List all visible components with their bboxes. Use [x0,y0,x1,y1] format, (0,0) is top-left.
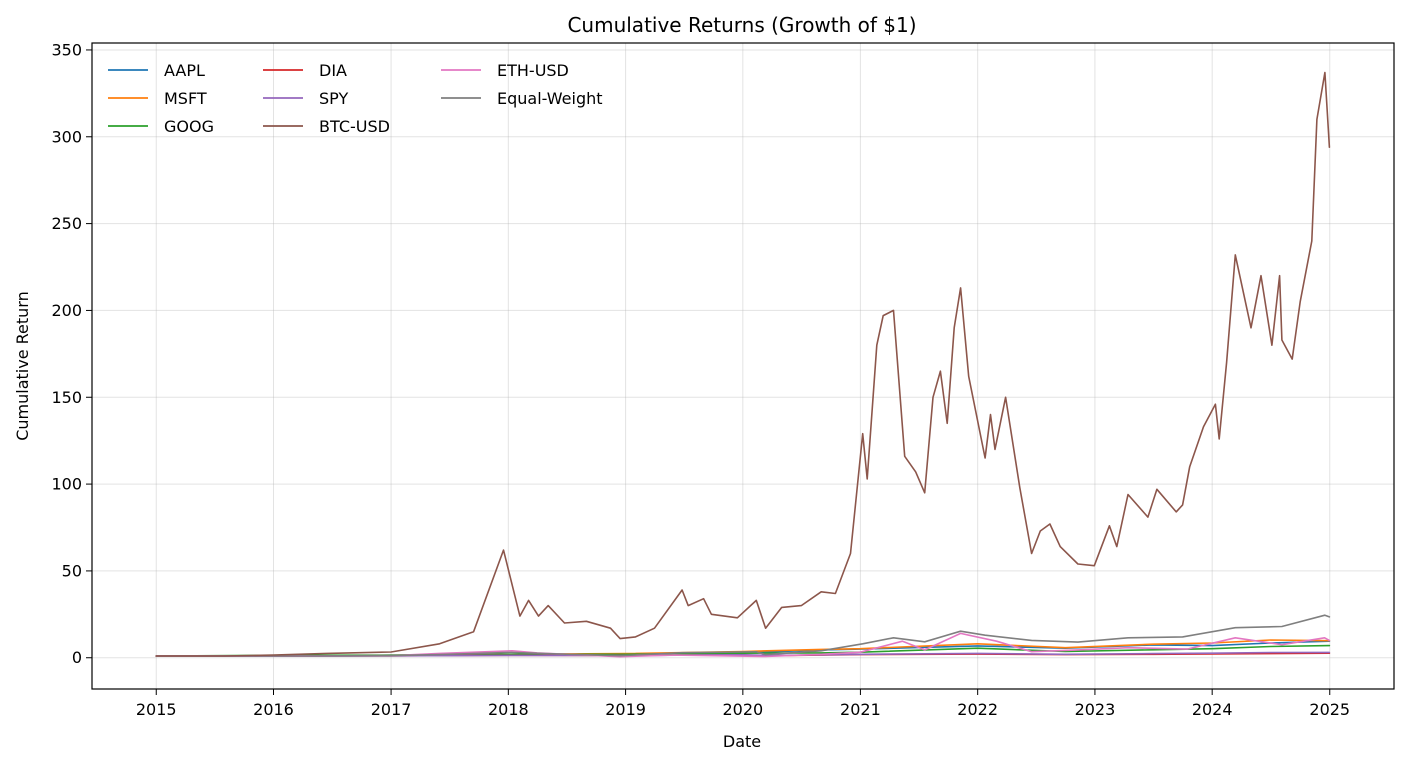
x-tick-label: 2018 [488,700,529,719]
legend: AAPL MSFT GOOG DIA SPY BTC-USD ETH-USD Equal-We… [108,61,603,136]
y-tick-label: 50 [62,561,82,580]
x-tick-label: 2024 [1192,700,1233,719]
y-tick-label: 200 [51,301,82,320]
x-axis: 2015 2016 2017 2018 2019 2020 2021 2022 2023 2024… [136,689,1350,719]
legend-label-goog: GOOG [164,117,214,136]
y-tick-label: 0 [72,648,82,667]
y-tick-label: 100 [51,475,82,494]
x-tick-label: 2019 [605,700,646,719]
x-tick-label: 2017 [371,700,412,719]
legend-label-msft: MSFT [164,89,207,108]
grid-layer [92,43,1394,689]
legend-label-aapl: AAPL [164,61,205,80]
y-tick-label: 150 [51,388,82,407]
x-axis-label: Date [723,732,761,751]
x-tick-label: 2015 [136,700,177,719]
y-axis-label: Cumulative Return [13,291,32,441]
series-line-equal-weight [155,614,1331,657]
y-tick-label: 250 [51,214,82,233]
x-tick-label: 2025 [1309,700,1350,719]
series-line-btc-usd [155,71,1331,657]
y-tick-label: 300 [51,127,82,146]
series-layer [155,71,1331,658]
y-tick-label: 350 [51,40,82,59]
legend-label-equal-weight: Equal-Weight [497,89,603,108]
legend-label-btc-usd: BTC-USD [319,117,390,136]
legend-label-spy: SPY [319,89,348,108]
legend-label-eth-usd: ETH-USD [497,61,569,80]
x-tick-label: 2016 [253,700,294,719]
legend-label-dia: DIA [319,61,347,80]
series-line-eth-usd [155,632,1331,658]
x-tick-label: 2023 [1075,700,1116,719]
x-tick-label: 2021 [840,700,881,719]
chart-title: Cumulative Returns (Growth of $1) [567,13,916,37]
x-tick-label: 2020 [722,700,763,719]
x-tick-label: 2022 [957,700,998,719]
y-axis: 0 50 100 150 200 250 300 350 [51,40,92,667]
